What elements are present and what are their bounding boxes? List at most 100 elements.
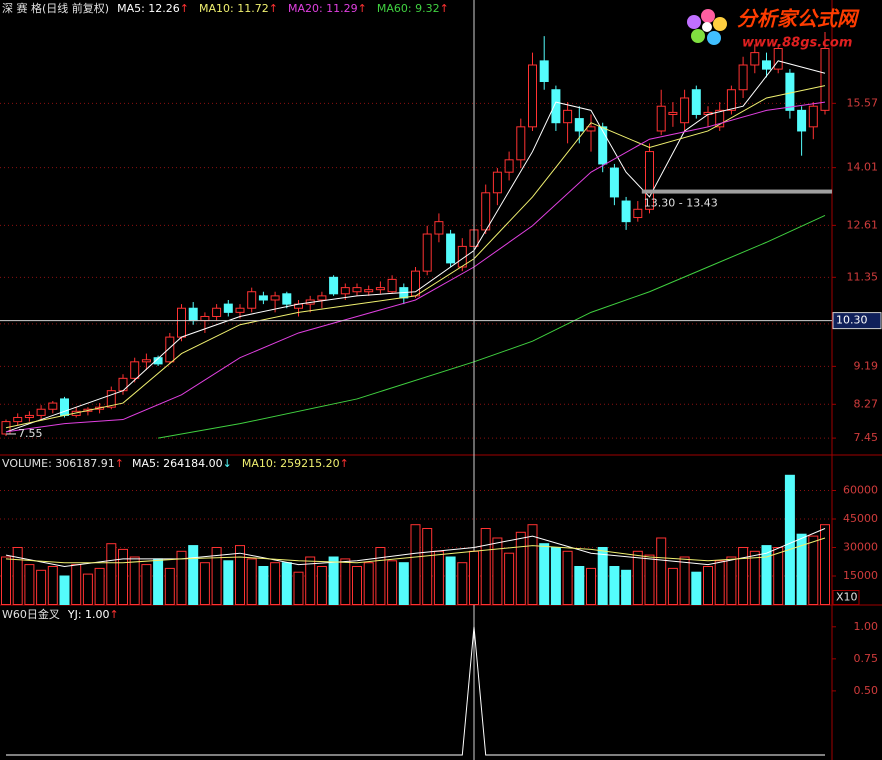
volume-bar — [773, 546, 784, 605]
volume-bar — [106, 543, 117, 606]
volume-bar — [469, 550, 479, 606]
candle-body — [691, 89, 701, 115]
logo-petal — [707, 31, 721, 45]
volume-bar — [36, 569, 47, 606]
candle-body — [177, 307, 186, 338]
y-tick-label: 9.19 — [854, 359, 879, 372]
volume-bar — [153, 558, 164, 606]
volume-bar — [796, 533, 807, 605]
volume-bar — [761, 545, 772, 606]
y-tick-label: 0.75 — [854, 652, 879, 665]
candle-body — [282, 293, 292, 305]
y-tick-label: 12.61 — [847, 218, 879, 231]
volume-bar — [539, 543, 550, 606]
legend-entry: MA5: 264184.00 — [132, 457, 223, 470]
candle-body — [785, 72, 795, 111]
volume-bar — [176, 550, 187, 606]
logo-name: 分析家公式网 — [737, 7, 860, 31]
series-line — [5, 60, 826, 433]
volume-bar — [141, 564, 152, 606]
volume-bar — [281, 562, 292, 605]
candle-body — [375, 287, 385, 291]
legend-entry: YJ: 1.00 — [67, 608, 110, 621]
y-tick-label: 1.00 — [854, 620, 879, 633]
volume-bar — [235, 545, 245, 606]
candle-body — [762, 60, 771, 70]
candle-body — [364, 289, 374, 293]
candle-body — [820, 48, 830, 111]
logo-center — [702, 22, 712, 32]
candle-body — [352, 287, 362, 293]
volume-bar — [749, 550, 760, 606]
volume-bar — [679, 556, 690, 606]
logo-petal — [691, 29, 705, 43]
candle-body — [235, 307, 245, 313]
legend-entry: MA5: 12.26 — [117, 2, 180, 15]
crosshair-label-box — [832, 312, 882, 330]
volume-bar — [808, 535, 819, 606]
candle-body — [118, 377, 128, 392]
candle-body — [516, 126, 526, 161]
panel-title: VOLUME: 306187.91 — [2, 457, 115, 470]
volume-bar — [352, 565, 362, 605]
candle-body — [750, 52, 760, 66]
series-line — [5, 537, 826, 564]
candle-body — [329, 276, 339, 295]
candle-body — [200, 315, 210, 322]
candle-body — [539, 60, 549, 82]
y-tick-label: 0.50 — [854, 684, 879, 697]
candle-body — [586, 126, 596, 132]
y-tick-label: 30000 — [843, 540, 878, 553]
trend-arrow: ↑ — [180, 2, 189, 15]
candle-body — [645, 151, 654, 210]
candle-body — [528, 64, 537, 128]
candle-body — [434, 221, 444, 235]
volume-bar — [422, 527, 433, 605]
volume-bar — [375, 546, 386, 605]
volume-bar — [118, 548, 128, 605]
volume-bar — [784, 474, 795, 605]
candle-body — [504, 159, 514, 173]
volume-bar — [82, 573, 93, 605]
volume-bar — [667, 567, 678, 605]
volume-bar — [270, 562, 281, 605]
unit-label: X10 — [836, 591, 858, 604]
y-tick-label: 7.45 — [854, 431, 879, 444]
volume-bar — [656, 537, 667, 606]
series-line — [6, 626, 825, 756]
volume-bar — [94, 567, 105, 605]
volume-bar — [363, 562, 374, 605]
annotation: 13.30 - 13.43 — [644, 197, 718, 210]
candle-body — [422, 233, 432, 272]
trend-arrow: ↑ — [440, 2, 449, 15]
series-line — [5, 101, 826, 433]
unit-box — [832, 590, 860, 605]
volume-bar — [445, 556, 456, 606]
candle-body — [797, 109, 807, 132]
volume-bar — [609, 565, 620, 605]
volume-bar — [398, 562, 409, 605]
candle-body — [48, 402, 58, 410]
volume-bar — [1, 556, 11, 606]
legend-entry: MA20: 11.29 — [288, 2, 358, 15]
volume-bar — [71, 564, 82, 606]
candle-body — [633, 208, 643, 219]
candle-body — [13, 416, 23, 423]
volume-bar — [492, 537, 503, 606]
legend-entry: MA60: 9.32 — [377, 2, 440, 15]
candle-body — [668, 111, 678, 115]
candle-body — [387, 278, 397, 293]
volume-bar — [59, 575, 70, 605]
volume-bar — [305, 556, 316, 606]
logo-petal — [713, 17, 727, 31]
legend-entry: MA10: 11.72 — [199, 2, 269, 15]
volume-bar — [12, 546, 23, 605]
volume-bar — [621, 569, 632, 606]
candle-body — [258, 295, 268, 301]
candle-body — [188, 307, 198, 322]
trend-arrow: ↑ — [358, 2, 367, 15]
candle-body — [715, 109, 725, 128]
volume-bar — [562, 550, 573, 606]
